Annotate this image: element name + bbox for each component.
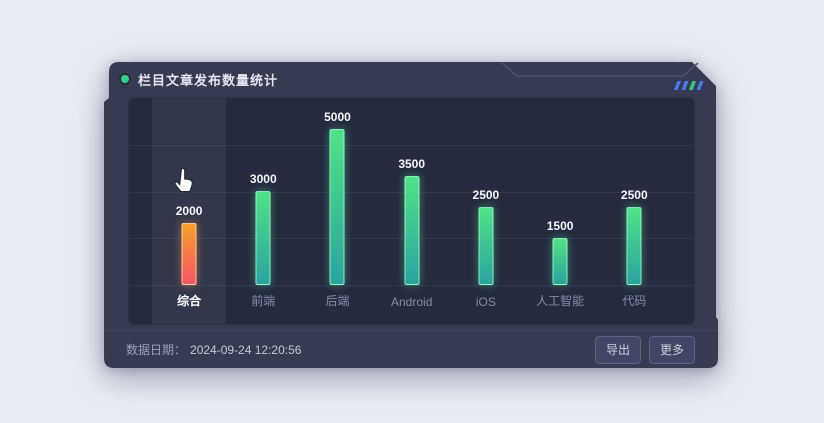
chart-column-4[interactable]: 3500 Android <box>375 98 449 324</box>
gridline <box>129 144 694 146</box>
chart-column-7[interactable]: 2500 代码 <box>597 98 671 324</box>
category-label: 综合 <box>177 294 202 308</box>
decor-slash <box>689 81 696 90</box>
bar <box>255 191 271 285</box>
bar <box>552 238 568 285</box>
bar-value-label: 1500 <box>546 219 574 233</box>
panel-footer: 数据日期： 2024-09-24 12:20:56 导出 更多 <box>104 330 718 368</box>
bar-value-label: 3500 <box>398 157 426 171</box>
header-decor-line <box>501 62 699 77</box>
bar <box>181 223 197 285</box>
decor-slash <box>674 81 681 90</box>
status-dot-icon <box>121 75 129 83</box>
panel-title: 栏目文章发布数量统计 <box>138 72 279 88</box>
bar <box>626 207 642 285</box>
decor-slash <box>696 81 704 90</box>
panel-header: 栏目文章发布数量统计 <box>109 62 713 96</box>
category-label: iOS <box>475 295 496 309</box>
category-label: 人工智能 <box>536 294 585 308</box>
data-date: 数据日期： 2024-09-24 12:20:56 <box>126 341 301 358</box>
category-label: Android <box>391 295 433 309</box>
bar-value-label: 5000 <box>324 110 351 124</box>
bar-value-label: 2000 <box>175 204 203 218</box>
category-label: 前端 <box>251 294 276 308</box>
bar <box>404 176 420 285</box>
more-button[interactable]: 更多 <box>648 335 695 364</box>
data-date-value: 2024-09-24 12:20:56 <box>190 343 302 357</box>
bar-value-label: 2500 <box>620 188 648 202</box>
chart-column-1[interactable]: 2000 综合 <box>152 98 227 324</box>
bar <box>478 207 494 285</box>
export-button[interactable]: 导出 <box>594 335 641 364</box>
footer-buttons: 导出 更多 <box>594 335 695 364</box>
gridline <box>129 285 694 286</box>
bar <box>329 129 345 285</box>
chart-column-6[interactable]: 1500 人工智能 <box>523 98 597 324</box>
decor-slashes <box>674 81 704 90</box>
bar-value-label: 3000 <box>249 172 277 186</box>
chart-column-3[interactable]: 5000 后端 <box>300 98 374 324</box>
chart-column-5[interactable]: 2500 iOS <box>449 98 523 324</box>
chart-column-2[interactable]: 3000 前端 <box>226 98 300 324</box>
stats-panel: 栏目文章发布数量统计 2000 综合 3000 前端 5000 后端 3500 Android… <box>104 62 718 368</box>
data-date-label: 数据日期： <box>126 343 187 357</box>
category-label: 后端 <box>325 294 350 308</box>
decor-slash <box>681 81 689 90</box>
bar-chart: 2000 综合 3000 前端 5000 后端 3500 Android 2500 iOS 1500… <box>128 97 695 325</box>
bar-value-label: 2500 <box>472 188 500 202</box>
category-label: 代码 <box>622 294 647 308</box>
